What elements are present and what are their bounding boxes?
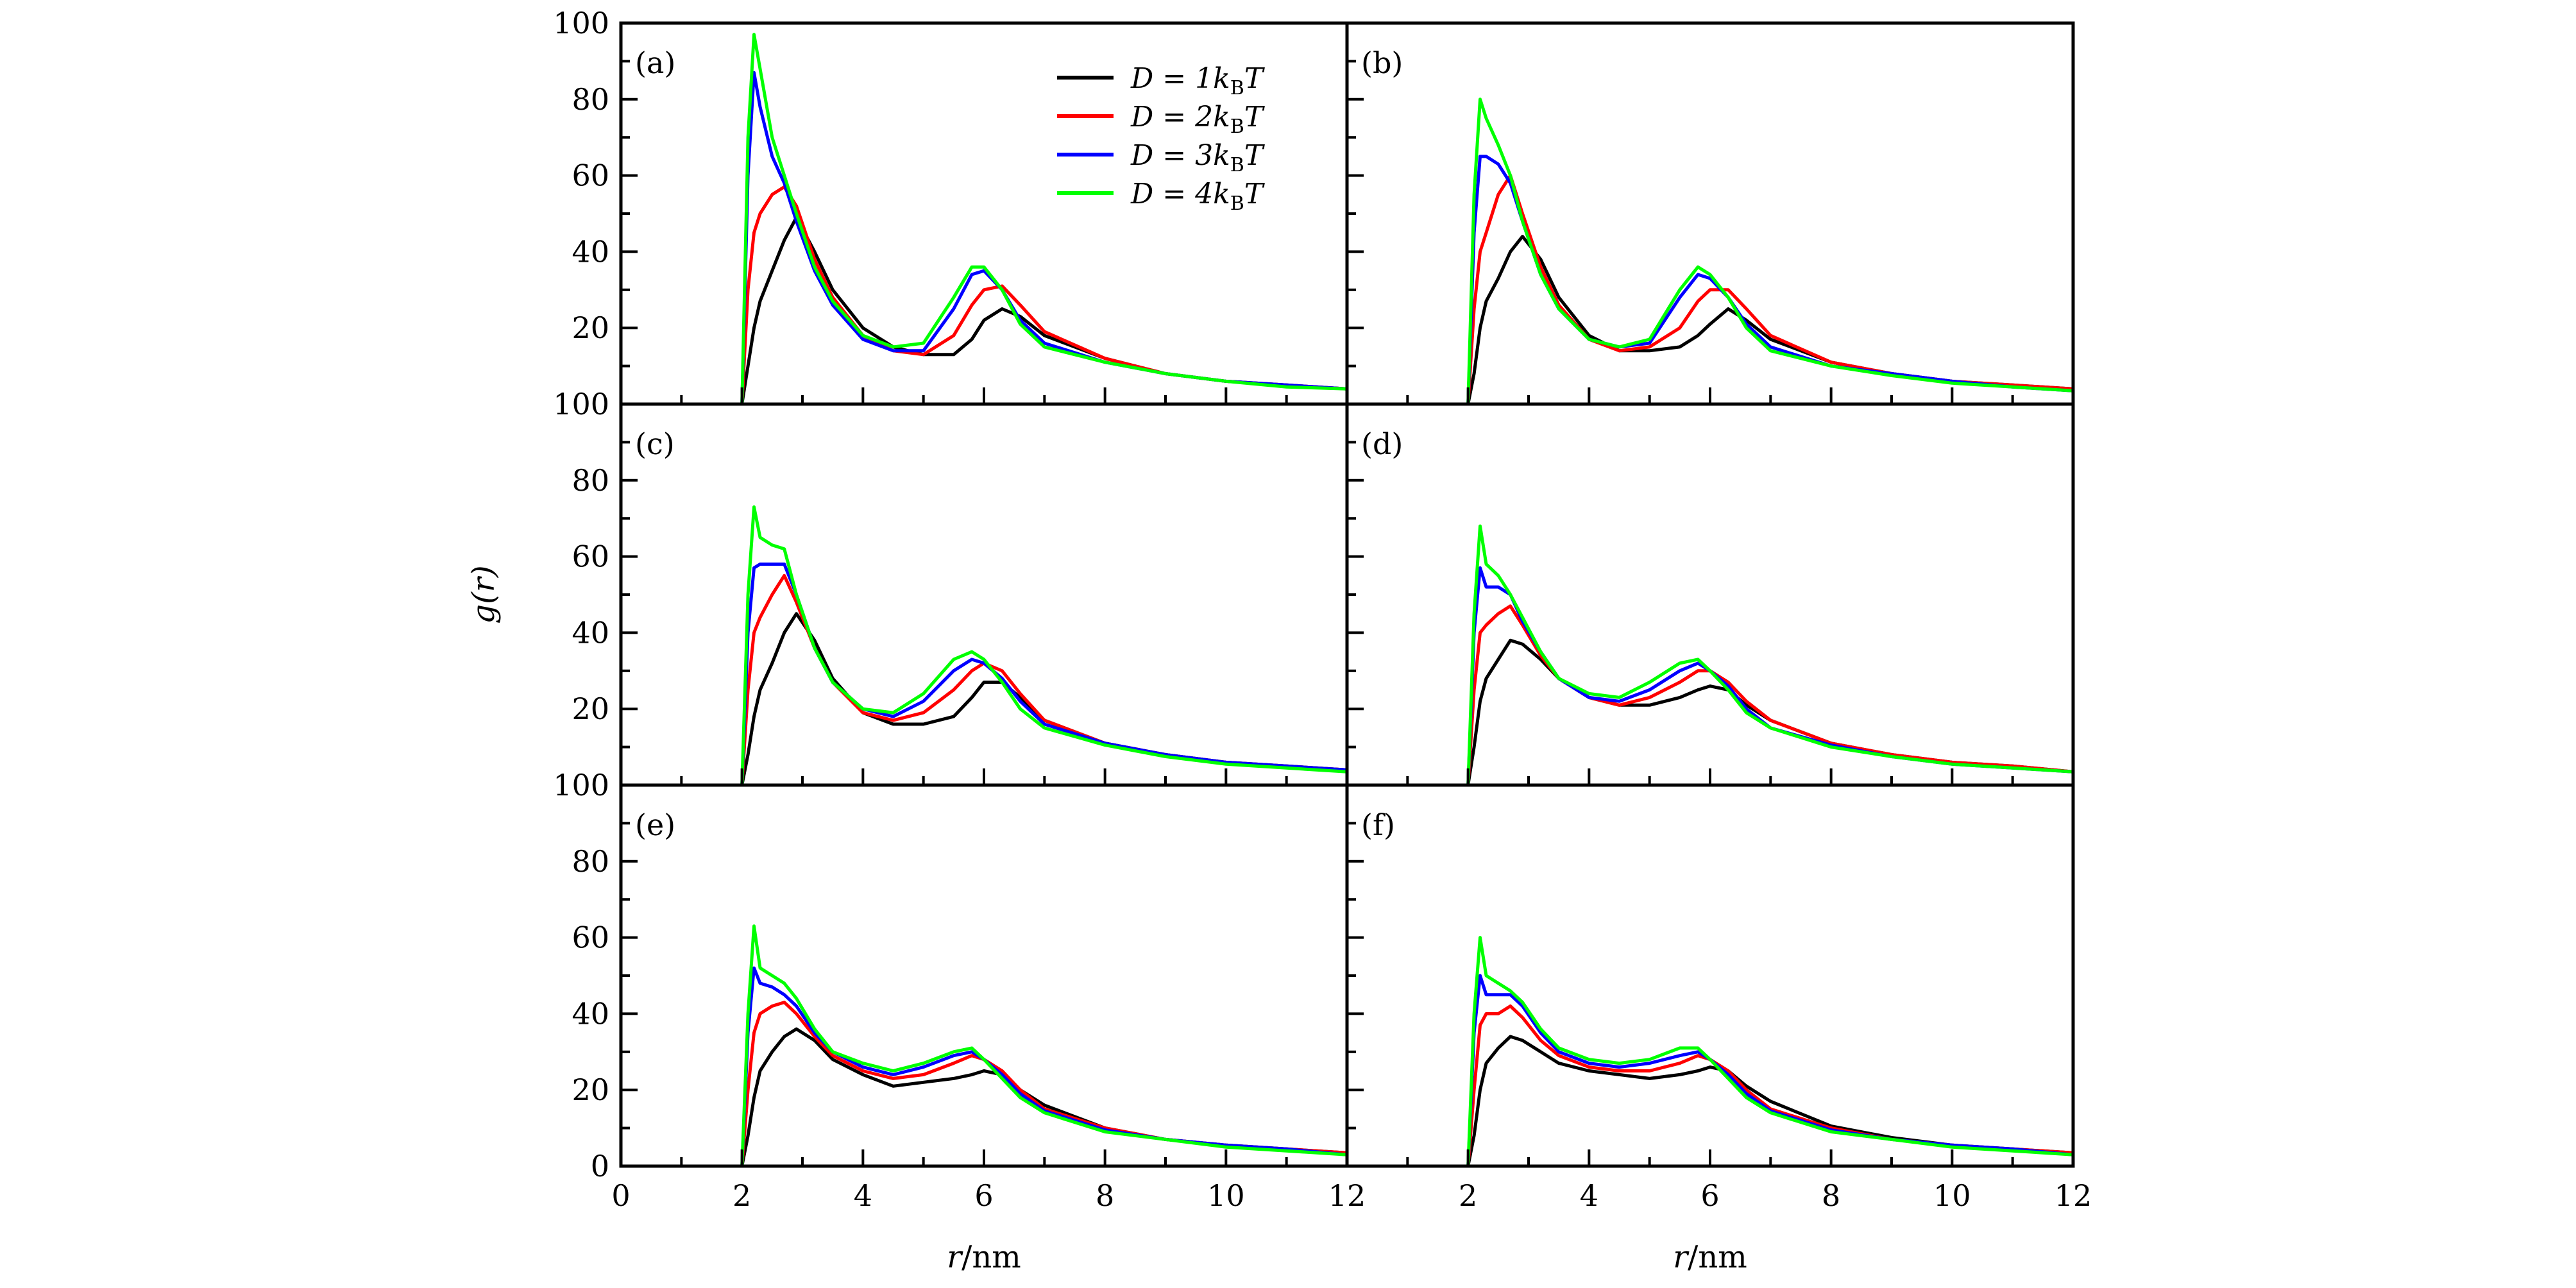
panel-frame [1345,21,2075,406]
y-tick-label: 20 [572,1072,609,1107]
x-tick-label: 6 [974,1178,993,1213]
legend-label-part: B [1230,154,1244,176]
x-tick-label: 10 [1207,1178,1245,1213]
panel-frame [1345,402,2075,787]
legend-label-part: D = 3k [1130,139,1230,172]
legend-label-d3: D = 3kBT [1130,139,1266,176]
series-line-d3 [740,966,1348,1167]
legend-label-d2: D = 2kBT [1130,101,1266,138]
y-axis-title-var: g [466,604,502,624]
x-tick-label: 2 [1459,1178,1477,1213]
legend-label-part: B [1230,115,1244,138]
panel-e: 0 20 40 60 80 100 0 2 4 6 8 10 12 r/nm (e) [553,768,1366,1275]
legend-label-part: T [1244,178,1266,210]
panel-label: (f) [1361,808,1395,842]
legend-label-part: B [1230,192,1244,215]
series-line-d4 [1466,524,2074,786]
series-line-d3 [1466,974,2074,1167]
x-tick-label: 6 [1700,1178,1719,1213]
legend-label-part: D = 4k [1130,178,1230,210]
legend-label-d1: D = 1kBT [1130,62,1266,99]
y-tick-label: 60 [572,539,609,574]
series-line-d1 [1466,1035,2074,1167]
series-line-d4 [740,33,1348,405]
y-tick-label: 40 [572,996,609,1031]
series-line-d2 [740,1001,1348,1167]
series-line-d4 [1466,936,2074,1167]
panel-frame [619,402,1349,787]
panel-frame [1345,783,2075,1168]
panel-label: (a) [635,46,675,80]
x-axis-title-var: r [1673,1239,1690,1275]
legend-label-part: T [1244,101,1266,133]
panel-label: (b) [1361,46,1403,80]
y-tick-label: 80 [572,463,609,498]
x-axis-title-unit: /nm [1688,1239,1747,1275]
y-tick-label: 20 [572,310,609,345]
x-tick-label: 2 [733,1178,751,1213]
series-line-d2 [1466,604,2074,786]
series-line-d3 [740,563,1348,786]
series-line-d2 [740,185,1348,405]
series-line-d2 [1466,174,2074,405]
x-tick-label: 4 [1580,1178,1598,1213]
legend-label-part: T [1244,62,1266,95]
x-tick-label: 4 [854,1178,872,1213]
y-tick-label: 40 [572,615,609,650]
panel-f: 2 4 6 8 10 12 r/nm (f) [1345,783,2092,1275]
y-axis-title: g(r) [466,565,502,623]
y-tick-label: 60 [572,920,609,955]
series-line-d1 [740,216,1348,405]
legend-label-part: T [1244,139,1266,172]
series-line-d4 [740,505,1348,786]
y-tick-label: 100 [553,768,609,802]
panel-label: (d) [1361,427,1403,461]
y-axis-title-arg: (r) [466,565,502,604]
y-tick-label: 0 [591,1149,609,1183]
series-line-d1 [740,612,1348,786]
y-tick-label: 20 [572,691,609,726]
panel-label: (c) [635,427,675,461]
y-tick-label: 80 [572,844,609,879]
panel-c: 20 40 60 80 100 (c) [553,387,1349,787]
panel-b: (b) [1345,21,2075,406]
x-tick-label: 12 [2055,1178,2092,1213]
x-tick-label: 8 [1096,1178,1114,1213]
x-tick-label: 12 [1328,1178,1366,1213]
y-tick-label: 60 [572,158,609,193]
panel-frame [619,783,1349,1168]
series-line-d1 [1466,235,2074,405]
series-line-d4 [740,924,1348,1167]
y-tick-label: 40 [572,234,609,269]
x-tick-label: 0 [611,1178,630,1213]
panel-label: (e) [635,808,675,842]
legend-label-d4: D = 4kBT [1130,178,1266,215]
series-line-d3 [1466,155,2074,405]
y-tick-label: 100 [553,6,609,40]
x-axis-title-unit: /nm [962,1239,1021,1275]
legend-label-part: D = 1k [1130,62,1230,95]
x-axis-title: r/nm [1673,1239,1747,1275]
legend-label-part: D = 2k [1130,101,1230,133]
y-tick-label: 100 [553,387,609,421]
series-line-d2 [1466,1004,2074,1167]
x-axis-title: r/nm [947,1239,1021,1275]
legend-label-part: B [1230,77,1244,99]
series-line-d4 [1466,97,2074,405]
x-axis-title-var: r [947,1239,963,1275]
x-tick-label: 8 [1822,1178,1840,1213]
x-tick-label: 10 [1933,1178,1971,1213]
panel-d: (d) [1345,402,2075,787]
y-tick-label: 80 [572,82,609,117]
